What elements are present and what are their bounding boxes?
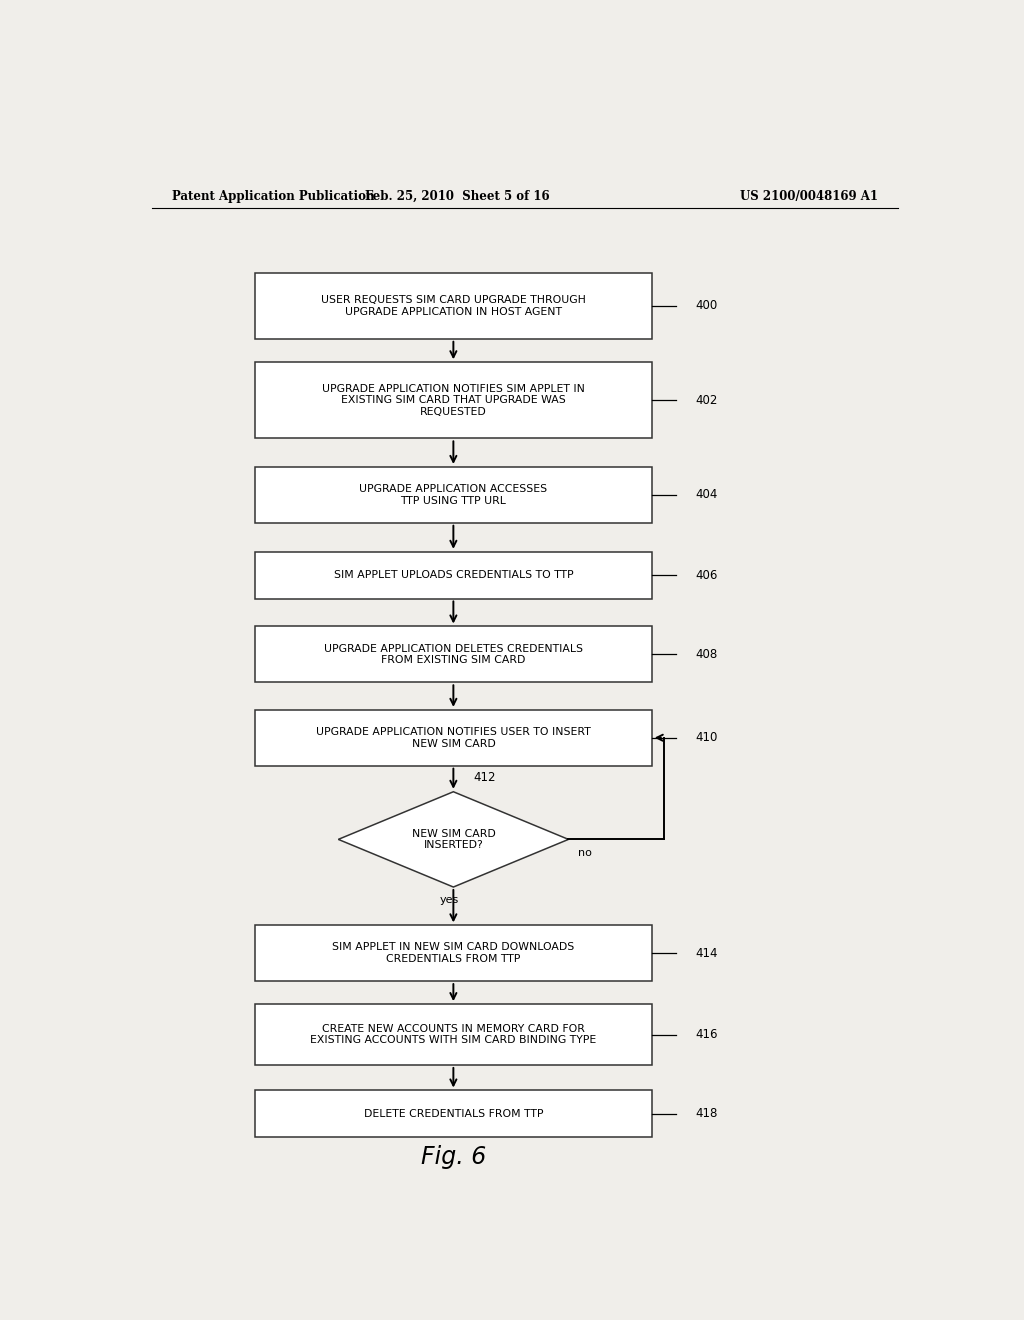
- Text: 418: 418: [695, 1107, 718, 1121]
- Text: 402: 402: [695, 393, 718, 407]
- FancyBboxPatch shape: [255, 627, 651, 682]
- Text: US 2100/0048169 A1: US 2100/0048169 A1: [740, 190, 878, 202]
- Text: 410: 410: [695, 731, 718, 744]
- Text: SIM APPLET IN NEW SIM CARD DOWNLOADS
CREDENTIALS FROM TTP: SIM APPLET IN NEW SIM CARD DOWNLOADS CRE…: [332, 942, 574, 964]
- Text: UPGRADE APPLICATION DELETES CREDENTIALS
FROM EXISTING SIM CARD: UPGRADE APPLICATION DELETES CREDENTIALS …: [324, 644, 583, 665]
- FancyBboxPatch shape: [255, 552, 651, 598]
- Text: UPGRADE APPLICATION ACCESSES
TTP USING TTP URL: UPGRADE APPLICATION ACCESSES TTP USING T…: [359, 484, 548, 506]
- Text: 412: 412: [473, 771, 496, 784]
- FancyBboxPatch shape: [255, 362, 651, 438]
- Text: Patent Application Publication: Patent Application Publication: [172, 190, 374, 202]
- Text: 400: 400: [695, 300, 718, 313]
- Text: no: no: [578, 847, 592, 858]
- Text: DELETE CREDENTIALS FROM TTP: DELETE CREDENTIALS FROM TTP: [364, 1109, 543, 1119]
- Text: USER REQUESTS SIM CARD UPGRADE THROUGH
UPGRADE APPLICATION IN HOST AGENT: USER REQUESTS SIM CARD UPGRADE THROUGH U…: [321, 294, 586, 317]
- Text: 404: 404: [695, 488, 718, 502]
- Polygon shape: [338, 792, 568, 887]
- FancyBboxPatch shape: [255, 710, 651, 766]
- Text: Feb. 25, 2010  Sheet 5 of 16: Feb. 25, 2010 Sheet 5 of 16: [365, 190, 550, 202]
- FancyBboxPatch shape: [255, 1005, 651, 1065]
- FancyBboxPatch shape: [255, 925, 651, 981]
- Text: 408: 408: [695, 648, 718, 661]
- Text: 406: 406: [695, 569, 718, 582]
- FancyBboxPatch shape: [255, 467, 651, 523]
- Text: UPGRADE APPLICATION NOTIFIES USER TO INSERT
NEW SIM CARD: UPGRADE APPLICATION NOTIFIES USER TO INS…: [316, 727, 591, 748]
- FancyBboxPatch shape: [255, 1090, 651, 1138]
- FancyBboxPatch shape: [255, 273, 651, 339]
- Text: 414: 414: [695, 946, 718, 960]
- Text: yes: yes: [439, 895, 459, 906]
- Text: 416: 416: [695, 1028, 718, 1041]
- Text: CREATE NEW ACCOUNTS IN MEMORY CARD FOR
EXISTING ACCOUNTS WITH SIM CARD BINDING T: CREATE NEW ACCOUNTS IN MEMORY CARD FOR E…: [310, 1024, 597, 1045]
- Text: NEW SIM CARD
INSERTED?: NEW SIM CARD INSERTED?: [412, 829, 496, 850]
- Text: UPGRADE APPLICATION NOTIFIES SIM APPLET IN
EXISTING SIM CARD THAT UPGRADE WAS
RE: UPGRADE APPLICATION NOTIFIES SIM APPLET …: [322, 384, 585, 417]
- Text: Fig. 6: Fig. 6: [421, 1144, 486, 1168]
- Text: SIM APPLET UPLOADS CREDENTIALS TO TTP: SIM APPLET UPLOADS CREDENTIALS TO TTP: [334, 570, 573, 579]
